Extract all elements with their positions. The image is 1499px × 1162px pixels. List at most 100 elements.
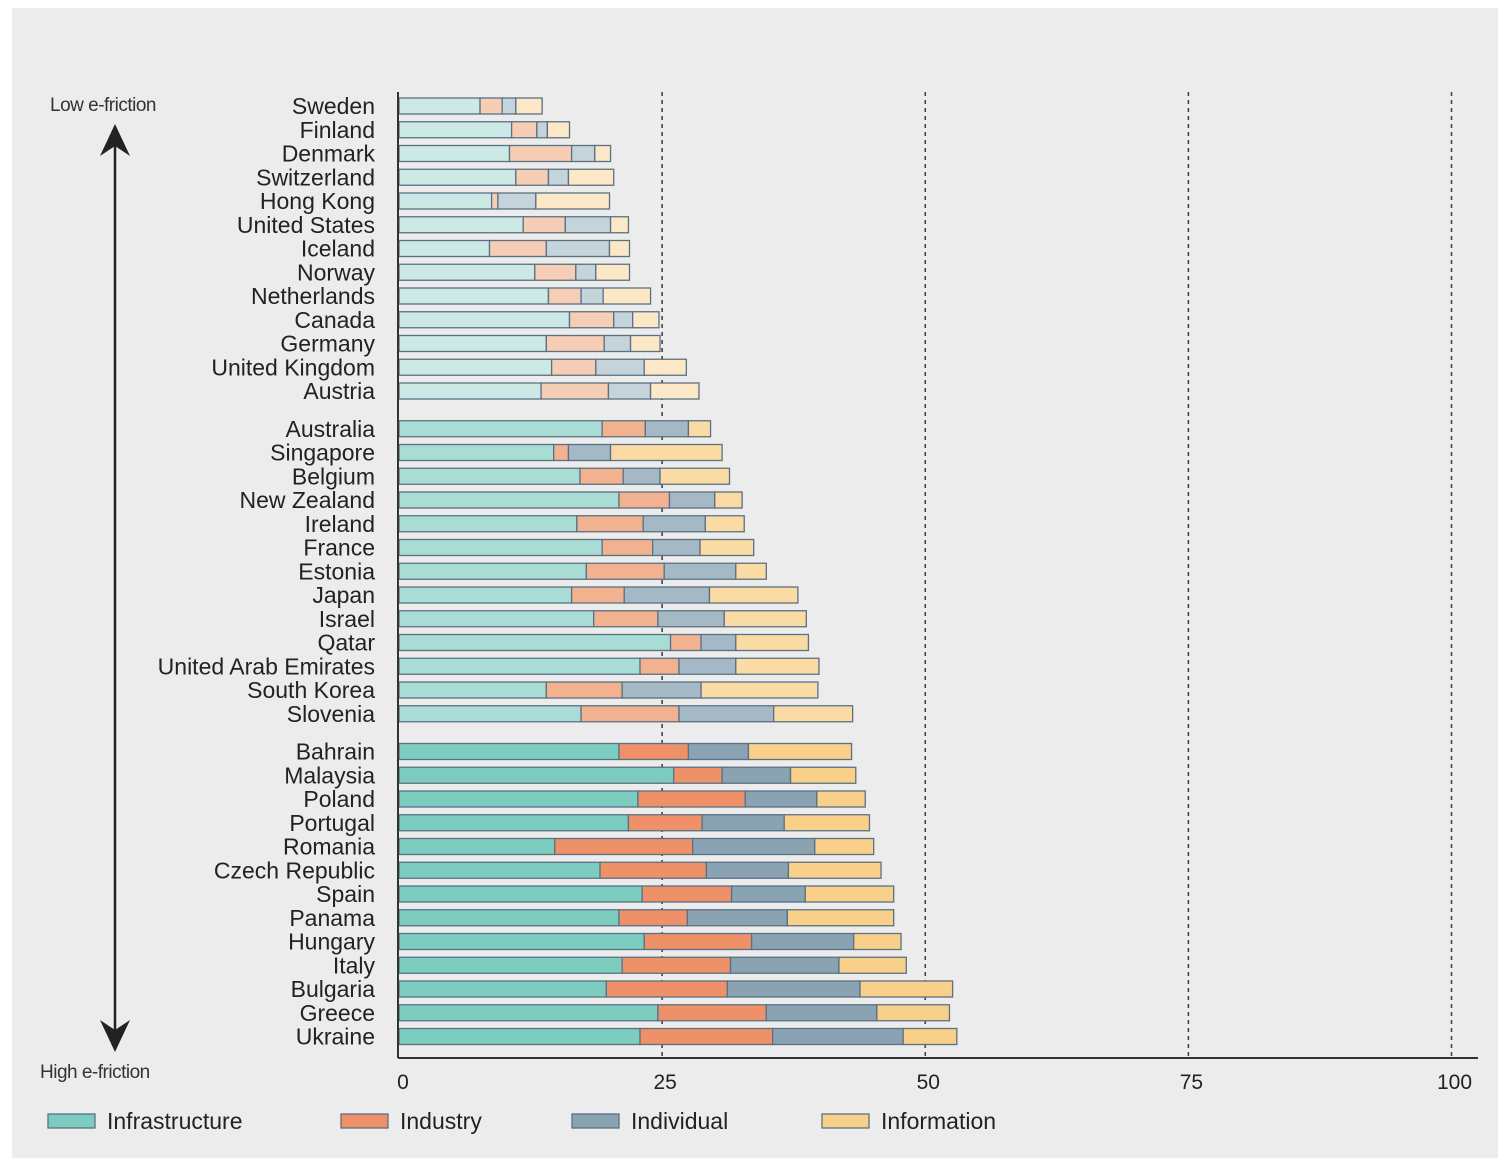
bar-portugal-information <box>783 814 871 832</box>
category-label: Singapore <box>270 440 375 466</box>
bar-switzerland-information <box>567 168 615 186</box>
bar-switzerland-individual <box>547 168 570 186</box>
bar-czech-republic-information <box>787 861 882 879</box>
bar-japan-individual <box>623 586 711 604</box>
bar-united-arab-emirates-individual <box>678 657 737 675</box>
bar-hungary-individual <box>750 932 855 951</box>
category-label: Hungary <box>288 929 375 955</box>
category-label: Iceland <box>301 236 375 262</box>
x-tick-label: 0 <box>397 1071 409 1094</box>
category-label: Norway <box>297 259 375 285</box>
bar-united-kingdom-industry <box>550 358 597 376</box>
bar-czech-republic-individual <box>705 861 790 879</box>
bar-israel-information <box>723 610 807 628</box>
bar-united-states-information <box>609 216 630 234</box>
bar-portugal-infrastructure <box>398 814 630 832</box>
bar-belgium-individual <box>622 467 661 485</box>
category-label: Spain <box>316 881 375 907</box>
bar-new-zealand-individual <box>668 491 716 509</box>
bar-spain-industry <box>641 885 733 903</box>
bar-portugal-industry <box>627 814 703 832</box>
bar-belgium-industry <box>579 467 624 485</box>
bar-australia-information <box>687 420 712 438</box>
category-label: Romania <box>283 834 375 860</box>
bar-malaysia-industry <box>673 766 723 784</box>
bar-germany-industry <box>545 334 605 353</box>
bar-new-zealand-information <box>714 491 743 509</box>
bar-united-kingdom-information <box>643 358 687 376</box>
bar-hong-kong-individual <box>497 192 537 210</box>
category-label: France <box>303 535 375 561</box>
category-label: Bahrain <box>296 739 375 765</box>
bar-norway-infrastructure <box>398 263 536 281</box>
bar-poland-individual <box>744 790 818 808</box>
bar-ireland-individual <box>642 515 706 533</box>
bar-sweden-infrastructure <box>398 97 481 115</box>
bar-estonia-infrastructure <box>398 562 587 580</box>
bar-poland-infrastructure <box>398 790 639 808</box>
bar-united-arab-emirates-information <box>735 657 820 675</box>
bar-belgium-infrastructure <box>398 467 581 485</box>
bar-spain-individual <box>730 885 806 903</box>
bar-united-arab-emirates-infrastructure <box>398 657 641 675</box>
bar-slovenia-individual <box>678 705 775 723</box>
bar-hungary-infrastructure <box>398 932 645 951</box>
category-label: United Arab Emirates <box>158 653 375 679</box>
legend-swatch-infrastructure <box>47 1113 96 1129</box>
arrow-down-icon <box>100 1020 130 1052</box>
bar-japan-infrastructure <box>398 586 573 604</box>
bar-hungary-industry <box>643 932 753 951</box>
bar-netherlands-infrastructure <box>398 287 550 305</box>
bar-malaysia-information <box>789 766 857 784</box>
bar-estonia-information <box>735 562 767 580</box>
bar-finland-infrastructure <box>398 121 513 139</box>
bar-belgium-information <box>659 467 731 485</box>
low-friction-label: Low e-friction <box>50 95 156 116</box>
bar-greece-individual <box>765 1004 878 1022</box>
x-tick-labels: 0 25 50 75 100 <box>397 1071 1472 1094</box>
legend-label-individual: Individual <box>631 1108 728 1134</box>
category-label: Japan <box>312 582 375 608</box>
category-label: Sweden <box>292 93 375 119</box>
category-label: Malaysia <box>284 762 375 788</box>
bar-bahrain-information <box>747 742 853 761</box>
legend-label-industry: Industry <box>400 1108 482 1134</box>
bars-layer <box>398 97 958 1046</box>
legend-label-information: Information <box>881 1108 996 1134</box>
bar-panama-individual <box>686 909 789 927</box>
category-label: Germany <box>280 331 375 357</box>
category-label: Australia <box>286 416 376 442</box>
bar-south-korea-individual <box>621 681 702 699</box>
bar-france-information <box>699 538 755 557</box>
bar-iceland-information <box>608 239 631 258</box>
bar-new-zealand-infrastructure <box>398 491 620 509</box>
legend: Infrastructure Industry Individual Informat… <box>47 1108 996 1134</box>
category-label: Italy <box>333 952 376 978</box>
bar-bahrain-individual <box>687 742 750 761</box>
bar-austria-individual <box>607 382 652 400</box>
category-label: Poland <box>303 786 375 812</box>
bar-ukraine-individual <box>771 1027 904 1046</box>
bar-austria-infrastructure <box>398 382 542 400</box>
bar-poland-industry <box>637 790 746 808</box>
bar-panama-information <box>786 909 895 927</box>
bar-slovenia-industry <box>580 705 680 723</box>
x-tick-label: 50 <box>917 1071 940 1094</box>
legend-swatch-individual <box>571 1113 620 1129</box>
bar-israel-infrastructure <box>398 610 595 628</box>
bar-singapore-industry <box>553 443 570 462</box>
bar-bulgaria-information <box>859 980 954 998</box>
bar-israel-individual <box>657 610 725 628</box>
bar-malaysia-individual <box>721 766 792 784</box>
bar-romania-industry <box>554 837 694 856</box>
category-label: Czech Republic <box>214 857 375 883</box>
bar-hungary-information <box>853 932 902 951</box>
category-label: South Korea <box>247 677 375 703</box>
arrow-up-icon <box>100 124 130 156</box>
bar-hong-kong-industry <box>490 192 499 210</box>
bar-south-korea-infrastructure <box>398 681 548 699</box>
category-label: Finland <box>300 117 375 143</box>
bar-iceland-industry <box>488 239 548 258</box>
